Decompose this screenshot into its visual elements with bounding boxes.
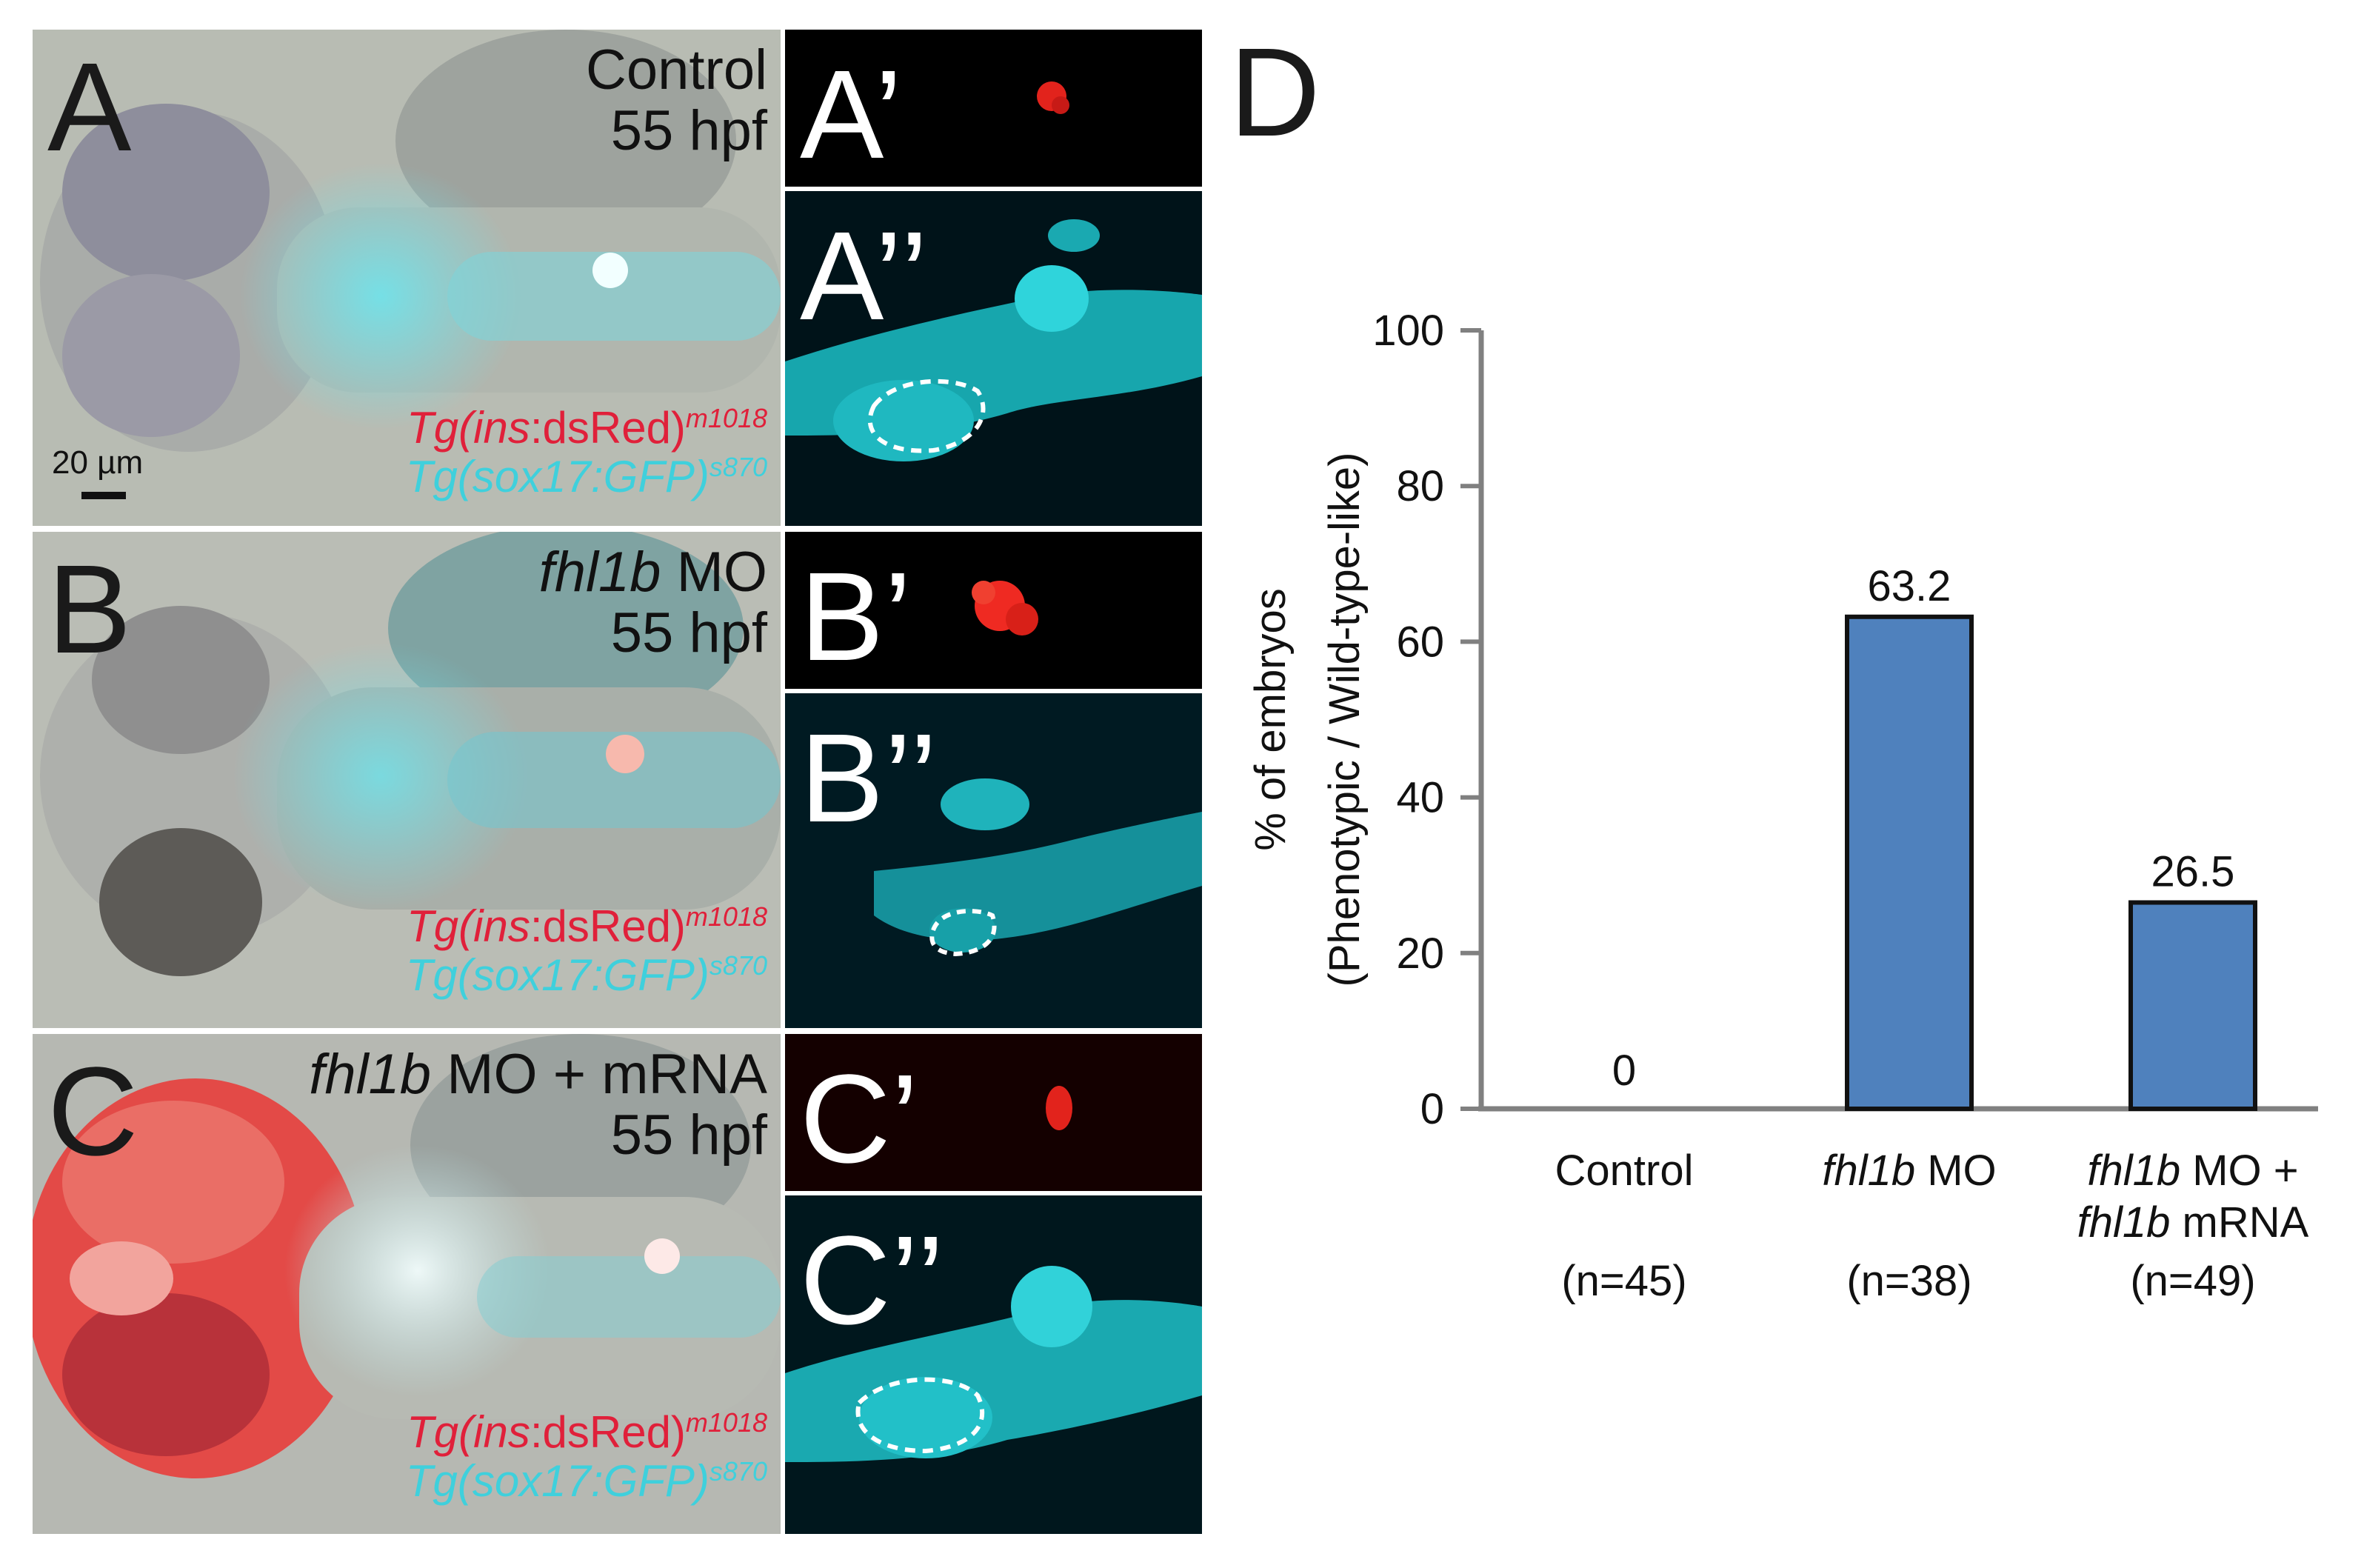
- sox17-transgene-label: Tg(sox17:GFP)s870: [405, 1456, 767, 1506]
- scale-bar-label: 20 µm: [52, 444, 144, 481]
- dsred-signal-a: [1037, 81, 1069, 114]
- time-label: 55 hpf: [610, 99, 767, 163]
- panel-letter-d: D: [1229, 22, 1320, 163]
- panel-letter-b2: B’’: [800, 708, 938, 849]
- ins-transgene-label: Tg(ins:dsRed)m1018: [407, 1407, 767, 1457]
- gfp-signal-a: [785, 191, 1202, 526]
- condition-label: fhl1b MO + mRNA: [309, 1043, 767, 1106]
- time-label: 55 hpf: [610, 601, 767, 665]
- panel-letter-b: B: [47, 539, 132, 680]
- embryo-image-a: [33, 30, 781, 526]
- panel-a-condition: Control 55 hpf: [586, 39, 767, 163]
- bar: [2128, 900, 2257, 1111]
- panel-letter-a: A: [47, 37, 132, 178]
- ins-transgene-label: Tg(ins:dsRed)m1018: [407, 403, 767, 453]
- sox17-transgene-label: Tg(sox17:GFP)s870: [405, 950, 767, 1000]
- panel-c2-image: C’’: [785, 1195, 1202, 1534]
- ins-transgene-label: Tg(ins:dsRed)m1018: [407, 901, 767, 951]
- dsred-signal-c: [785, 1034, 1202, 1191]
- panel-letter-a2: A’’: [800, 206, 929, 347]
- gfp-signal-b: [785, 693, 1202, 1028]
- panel-letter-b1: B’: [800, 547, 912, 687]
- transgene-labels-b: Tg(ins:dsRed)m1018 Tg(sox17:GFP)s870: [406, 902, 767, 1000]
- bar: [1845, 614, 1974, 1111]
- transgene-labels-a: Tg(ins:dsRed)m1018 Tg(sox17:GFP)s870: [406, 404, 767, 501]
- y-axis-label: % of embryos: [1246, 588, 1295, 851]
- panel-c-condition: fhl1b MO + mRNA 55 hpf: [309, 1044, 767, 1166]
- y-tick-label: 40: [1396, 774, 1444, 822]
- bar-value-label: 63.2: [1868, 562, 1951, 610]
- x-category-label: fhl1b mRNA: [2077, 1198, 2309, 1247]
- y-tick-label: 0: [1420, 1085, 1444, 1133]
- dsred-signal-b: [972, 581, 1038, 635]
- x-category-n-label: (n=49): [2130, 1257, 2255, 1305]
- transgene-labels-c: Tg(ins:dsRed)m1018 Tg(sox17:GFP)s870: [406, 1408, 767, 1506]
- panel-b-condition: fhl1b MO 55 hpf: [538, 541, 767, 665]
- condition-label: Control: [586, 39, 767, 101]
- condition-label: fhl1b MO: [538, 541, 767, 604]
- bar-value-label: 0: [1612, 1047, 1636, 1095]
- y-tick-label: 60: [1396, 618, 1444, 666]
- panel-letter-c1: C’: [800, 1049, 919, 1190]
- panel-a1-image: A’: [785, 30, 1202, 187]
- x-category-label: fhl1b MO: [1822, 1147, 1996, 1195]
- x-category-n-label: (n=45): [1561, 1257, 1686, 1305]
- x-category-n-label: (n=38): [1846, 1257, 1971, 1305]
- time-label: 55 hpf: [610, 1104, 767, 1167]
- panel-a-image: A Control 55 hpf Tg(ins:dsRed)m1018 Tg(s…: [33, 30, 781, 526]
- y-tick-label: 100: [1372, 307, 1444, 355]
- scale-bar: [81, 492, 126, 499]
- panel-c1-image: C’: [785, 1034, 1202, 1191]
- y-tick-label: 20: [1396, 930, 1444, 978]
- embryo-image-b: [33, 532, 781, 1028]
- panel-letter-a1: A’: [800, 44, 903, 185]
- panel-letter-c: C: [47, 1041, 138, 1182]
- bar-value-label: 26.5: [2151, 847, 2235, 895]
- panel-a2-image: A’’: [785, 191, 1202, 526]
- panel-c-image: C fhl1b MO + mRNA 55 hpf Tg(ins:dsRed)m1…: [33, 1034, 781, 1534]
- x-category-label: fhl1b MO +: [2087, 1147, 2298, 1195]
- embryo-image-c: [33, 1034, 781, 1534]
- panel-letter-c2: C’’: [800, 1210, 945, 1351]
- y-axis-label-secondary: (Phenotypic / Wild-type-like): [1320, 453, 1369, 987]
- sox17-transgene-label: Tg(sox17:GFP)s870: [405, 452, 767, 501]
- x-category-label: Control: [1555, 1147, 1694, 1195]
- panel-b2-image: B’’: [785, 693, 1202, 1028]
- panel-b-image: B fhl1b MO 55 hpf Tg(ins:dsRed)m1018 Tg(…: [33, 532, 781, 1028]
- gfp-signal-c: [785, 1195, 1202, 1534]
- y-tick-label: 80: [1396, 462, 1444, 510]
- panel-b1-image: B’: [785, 532, 1202, 689]
